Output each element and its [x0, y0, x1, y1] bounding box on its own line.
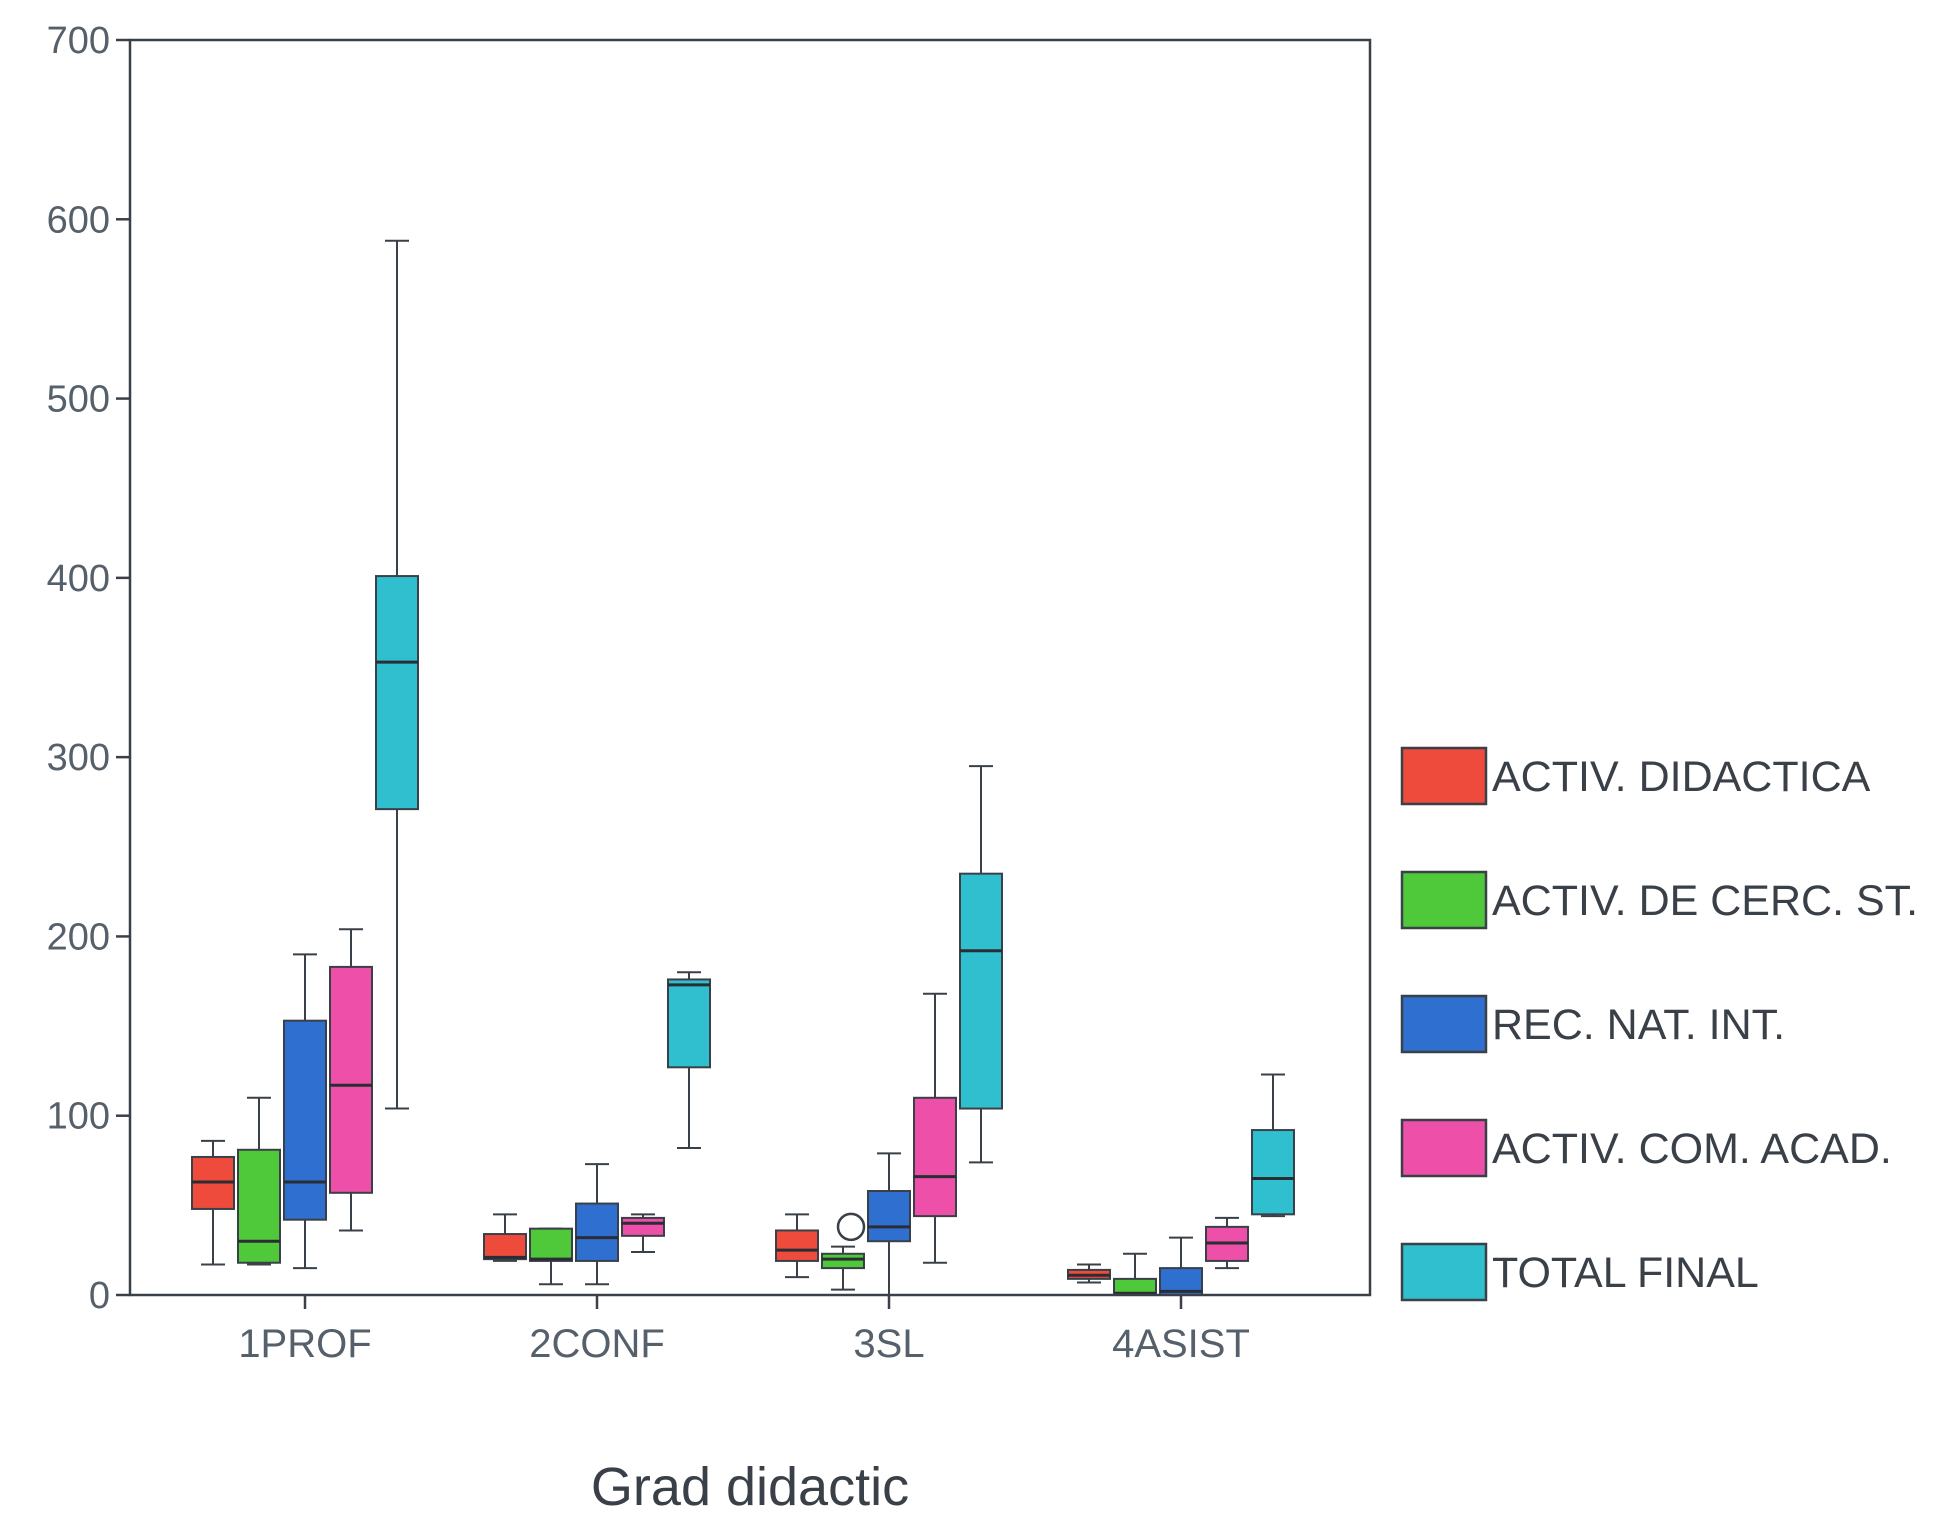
legend-label: TOTAL FINAL: [1492, 1249, 1759, 1297]
iqr-box: [1251, 1129, 1295, 1216]
iqr-box: [375, 575, 419, 811]
y-tick-label: 300: [47, 737, 110, 779]
iqr-box: [867, 1190, 911, 1243]
box-4ASIST-3: [1205, 1216, 1249, 1270]
y-tick-label: 500: [47, 379, 110, 421]
legend-swatch: [1400, 994, 1488, 1054]
legend: ACTIV. DIDACTICA ACTIV. DE CERC. ST. REC. …: [1400, 746, 1918, 1302]
y-tick-label: 600: [47, 199, 110, 241]
category-label: 2CONF: [529, 1322, 665, 1366]
box-3SL-0: [775, 1213, 819, 1279]
category-label: 4ASIST: [1112, 1322, 1250, 1366]
box-4ASIST-2: [1159, 1236, 1203, 1297]
iqr-box: [283, 1019, 327, 1221]
iqr-box: [775, 1229, 819, 1262]
y-tick-label: 700: [47, 20, 110, 62]
box-2CONF-0: [483, 1213, 527, 1262]
legend-label: REC. NAT. INT.: [1492, 1001, 1785, 1049]
x-axis: 1PROF 2CONF 3SL 4ASIST: [238, 1295, 1250, 1366]
category-label: 3SL: [853, 1322, 924, 1366]
iqr-box: [329, 965, 373, 1194]
iqr-box: [821, 1252, 865, 1270]
plot-area: [191, 239, 1295, 1297]
legend-swatch: [1400, 1118, 1488, 1178]
box-1PROF-2: [283, 953, 327, 1270]
y-tick-label: 200: [47, 916, 110, 958]
legend-label: ACTIV. DIDACTICA: [1492, 753, 1871, 801]
y-tick-label: 0: [89, 1275, 110, 1317]
y-axis: 0 100 200 300 400 500 600 700: [47, 20, 130, 1317]
box-2CONF-3: [621, 1213, 665, 1253]
category-label: 1PROF: [238, 1322, 371, 1366]
legend-label: ACTIV. DE CERC. ST.: [1492, 877, 1918, 925]
iqr-box: [667, 978, 711, 1069]
plot-frame: [128, 38, 1372, 1297]
iqr-box: [529, 1227, 573, 1262]
box-1PROF-3: [329, 928, 373, 1232]
iqr-box: [483, 1233, 527, 1261]
box-3SL-1: [821, 1212, 866, 1291]
box-3SL-4: [959, 765, 1003, 1164]
box-4ASIST-1: [1113, 1252, 1157, 1296]
iqr-box: [621, 1216, 665, 1237]
x-axis-title: Grad didactic: [591, 1457, 909, 1516]
box-1PROF-0: [191, 1139, 235, 1266]
outlier-point: [836, 1212, 866, 1242]
box-1PROF-4: [375, 239, 419, 1110]
iqr-box: [237, 1148, 281, 1264]
legend-swatch: [1400, 1242, 1488, 1302]
box-1PROF-1: [237, 1096, 281, 1266]
legend-label: ACTIV. COM. ACAD.: [1492, 1125, 1892, 1173]
y-tick-label: 100: [47, 1096, 110, 1138]
iqr-box: [575, 1202, 619, 1262]
legend-swatch: [1400, 746, 1488, 806]
y-tick-label: 400: [47, 558, 110, 600]
box-4ASIST-4: [1251, 1073, 1295, 1218]
box-2CONF-2: [575, 1163, 619, 1286]
box-3SL-2: [867, 1152, 911, 1296]
iqr-box: [913, 1096, 957, 1218]
box-2CONF-1: [529, 1227, 573, 1286]
box-2CONF-4: [667, 971, 711, 1149]
box-4ASIST-0: [1067, 1263, 1111, 1284]
box-3SL-3: [913, 992, 957, 1264]
iqr-box: [959, 872, 1003, 1110]
legend-swatch: [1400, 870, 1488, 930]
